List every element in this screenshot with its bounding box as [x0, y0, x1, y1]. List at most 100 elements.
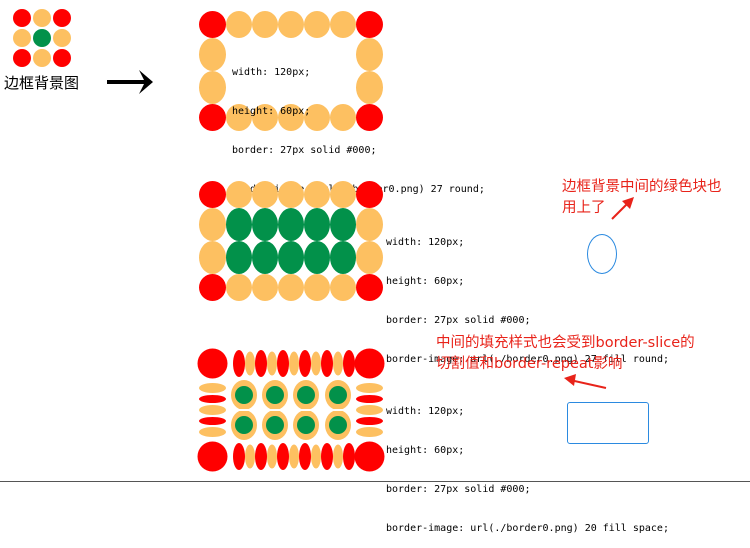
fill-tile — [226, 241, 252, 274]
edge-tile — [53, 29, 71, 47]
edge-slice — [343, 443, 355, 470]
fill-tile — [304, 208, 330, 241]
edge-tile — [330, 181, 356, 208]
corner-tile — [354, 348, 385, 379]
edge-tile — [33, 9, 51, 27]
note-line: 边框背景中间的绿色块也 — [562, 179, 722, 195]
edge-slice — [245, 351, 255, 376]
corner-tile — [13, 9, 31, 27]
corner-tile — [199, 104, 226, 131]
edge-tile — [278, 11, 304, 38]
fill-tile — [266, 416, 284, 434]
edge-slice — [199, 383, 226, 393]
edge-slice — [267, 351, 277, 376]
edge-slice — [311, 444, 321, 469]
edge-slice — [199, 405, 226, 415]
corner-tile — [199, 11, 226, 38]
edge-slice — [356, 405, 383, 415]
edge-slice — [277, 350, 289, 377]
edge-tile — [356, 241, 383, 274]
edge-slice — [267, 444, 277, 469]
edge-slice — [199, 417, 226, 425]
legend-caption: 边框背景图 — [4, 74, 80, 92]
corner-tile — [53, 9, 71, 27]
edge-tile — [330, 11, 356, 38]
edge-tile — [356, 208, 383, 241]
fill-note-arrow-icon — [611, 197, 634, 220]
corner-tile — [356, 104, 383, 131]
edge-tile — [33, 49, 51, 67]
corner-tile — [199, 181, 226, 208]
code-suffix: round; — [626, 354, 669, 365]
fill-highlight-oval — [587, 234, 617, 274]
code-line: border-image: url(./border0.png) 27 fill… — [386, 353, 669, 366]
edge-tile — [13, 29, 31, 47]
edge-slice — [255, 350, 267, 377]
edge-slice — [356, 417, 383, 425]
edge-tile — [226, 104, 252, 131]
corner-tile — [354, 441, 385, 472]
edge-tile — [199, 208, 226, 241]
edge-tile — [304, 274, 330, 301]
note-line: 用上了 — [562, 200, 606, 216]
fill-tile — [252, 241, 278, 274]
fill-tile — [226, 208, 252, 241]
edge-tile — [330, 274, 356, 301]
edge-slice — [321, 443, 333, 470]
fill-tile — [235, 386, 253, 404]
edge-slice — [289, 351, 299, 376]
edge-tile — [252, 181, 278, 208]
edge-slice — [277, 443, 289, 470]
note-line: 中间的填充样式也会受到border-slice的 — [436, 335, 695, 351]
fill-tile — [297, 416, 315, 434]
edge-slice — [311, 351, 321, 376]
edge-tile — [278, 104, 304, 131]
code-line: width: 120px; — [386, 406, 465, 417]
fill-tile — [330, 208, 356, 241]
fill-tile — [278, 241, 304, 274]
edge-tile — [304, 104, 330, 131]
corner-tile — [13, 49, 31, 67]
space-highlight-box — [567, 402, 649, 444]
edge-tile — [330, 104, 356, 131]
fill-tile — [329, 386, 347, 404]
center-tile — [33, 29, 51, 47]
code-line: height: 60px; — [386, 445, 465, 456]
code-prefix: border-image: url(./border0.png) 27 — [386, 354, 603, 365]
border-source-image — [13, 9, 71, 67]
edge-tile — [356, 71, 383, 104]
edge-slice — [289, 444, 299, 469]
fill-tile — [329, 416, 347, 434]
edge-tile — [304, 181, 330, 208]
edge-slice — [356, 395, 383, 403]
edge-tile — [226, 274, 252, 301]
edge-slice — [233, 350, 245, 377]
corner-tile — [356, 11, 383, 38]
slice-note: 中间的填充样式也会受到border-slice的 切割值和border-repe… — [436, 333, 695, 375]
code-line: width: 120px; — [232, 67, 311, 78]
example-fill-round-box — [199, 181, 383, 301]
edge-tile — [199, 71, 226, 104]
edge-tile — [252, 274, 278, 301]
code-line: border: 27px solid #000; — [386, 315, 531, 326]
edge-tile — [226, 11, 252, 38]
edge-slice — [333, 351, 343, 376]
code-prefix: border-image: url(./border0.png) — [386, 523, 585, 534]
code-line: height: 60px; — [232, 106, 311, 117]
edge-slice — [299, 350, 311, 377]
edge-tile — [278, 181, 304, 208]
edge-slice — [199, 427, 226, 437]
code-line: width: 120px; — [386, 237, 465, 248]
corner-tile — [356, 274, 383, 301]
code-line: border: 27px solid #000; — [232, 145, 377, 156]
edge-slice — [245, 444, 255, 469]
corner-tile — [197, 441, 228, 472]
edge-tile — [252, 11, 278, 38]
edge-slice — [321, 350, 333, 377]
corner-tile — [53, 49, 71, 67]
space-gap — [226, 409, 356, 411]
corner-tile — [356, 181, 383, 208]
fill-tile — [297, 386, 315, 404]
slice-note-arrow-icon — [564, 374, 607, 389]
edge-slice — [299, 443, 311, 470]
